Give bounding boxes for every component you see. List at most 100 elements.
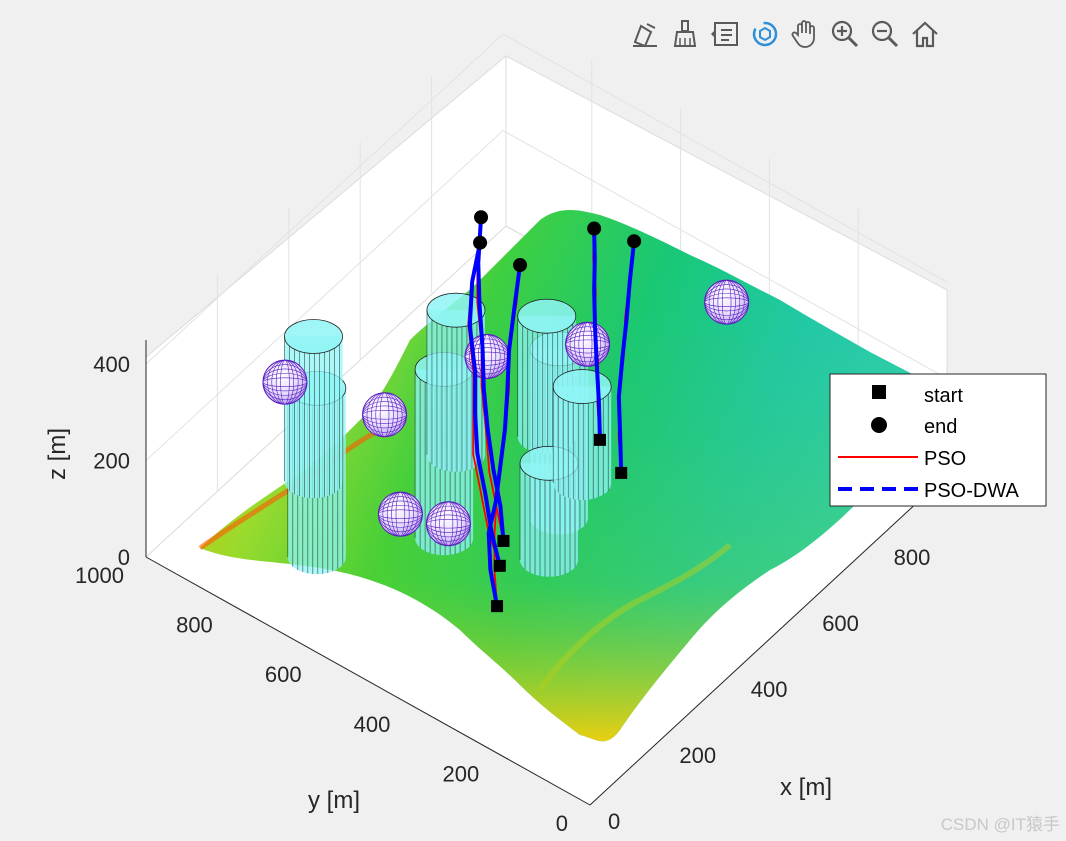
- sphere-body: [262, 359, 308, 405]
- sphere-meridian: [267, 359, 303, 405]
- y-axis-label: y [m]: [308, 787, 360, 814]
- data-tips-button[interactable]: [706, 15, 744, 53]
- start-marker: [615, 466, 628, 479]
- zoom-out-button[interactable]: [866, 15, 904, 53]
- start-marker: [593, 433, 606, 446]
- pan-button[interactable]: [786, 15, 824, 53]
- sphere-meridian: [569, 321, 606, 367]
- end-marker: [627, 234, 642, 249]
- cylinder: [552, 369, 612, 500]
- start-marker: [493, 559, 506, 572]
- sphere-parallel: [426, 505, 471, 542]
- legend-pso-dwa-label: PSO-DWA: [924, 480, 1019, 502]
- sphere-meridian: [469, 334, 505, 379]
- sphere-parallel: [362, 396, 407, 433]
- zoom-out-icon: [871, 20, 899, 48]
- end-marker: [474, 210, 489, 225]
- z-axis-label: z [m]: [44, 428, 71, 480]
- terrain-valley: [537, 542, 732, 692]
- sphere: [377, 491, 423, 537]
- sphere-body: [704, 279, 750, 325]
- cylinder-body: [284, 336, 343, 499]
- sphere-body: [565, 321, 611, 367]
- sphere-meridian: [366, 392, 403, 438]
- sphere-body: [362, 392, 408, 438]
- end-marker: [473, 235, 488, 250]
- legend-box: [829, 373, 1047, 507]
- restore-view-button[interactable]: [906, 15, 944, 53]
- cylinder-top: [426, 292, 486, 328]
- edit-plot-icon: [633, 23, 657, 48]
- x-tick-label: 800: [894, 545, 931, 570]
- sphere-meridian: [430, 501, 467, 547]
- home-icon: [912, 21, 938, 48]
- pso-dwa-path: [476, 217, 506, 542]
- z-tick-label: 400: [93, 352, 130, 377]
- y-tick-label: 1000: [75, 563, 124, 588]
- zoom-in-button[interactable]: [826, 15, 864, 53]
- x-axis-label: x [m]: [780, 774, 832, 801]
- y-axis-line: [145, 556, 591, 806]
- flight-paths: [467, 217, 637, 607]
- sphere-body: [425, 501, 471, 547]
- start-marker: [497, 534, 510, 547]
- y-tick-label: 800: [176, 613, 213, 638]
- sphere-parallel: [704, 284, 749, 321]
- sphere: [565, 321, 611, 367]
- sphere-meridian: [708, 279, 745, 325]
- legend-pso-label: PSO: [924, 448, 966, 470]
- cylinder-top: [284, 319, 343, 354]
- end-marker: [513, 258, 528, 273]
- legend-end-label: end: [924, 416, 957, 438]
- edit-plot-button[interactable]: [626, 15, 664, 53]
- sphere: [362, 392, 408, 438]
- cylinder-top: [517, 298, 577, 334]
- pso-dwa-path: [616, 240, 637, 473]
- tick-labels: 0200400600800100002004006008001000020040…: [75, 352, 1014, 836]
- grid-line: [145, 33, 948, 365]
- start-marker: [491, 600, 504, 613]
- legend-start-marker: [872, 385, 886, 399]
- sphere: [262, 359, 308, 405]
- sphere: [425, 501, 471, 547]
- rotate-3d-icon: [752, 21, 778, 47]
- pso-dwa-path: [486, 264, 523, 607]
- y-tick-label: 400: [354, 712, 391, 737]
- x-axis-line: [589, 474, 948, 806]
- pso-dwa-path: [592, 228, 602, 440]
- figure-toolbar: [626, 14, 944, 54]
- x-tick-label: 0: [608, 809, 620, 834]
- brush-data-button[interactable]: [666, 15, 704, 53]
- sphere-meridian: [382, 491, 419, 537]
- cylinder-obstacles: [284, 292, 612, 577]
- brush-icon: [673, 20, 697, 47]
- legend-end-marker: [871, 417, 887, 433]
- zoom-in-icon: [831, 20, 859, 48]
- sphere-parallel: [262, 364, 308, 401]
- y-tick-label: 0: [556, 811, 568, 836]
- rotate-3d-button[interactable]: [746, 15, 784, 53]
- y-tick-label: 600: [265, 662, 302, 687]
- y-tick-label: 200: [442, 761, 479, 786]
- x-tick-label: 400: [751, 677, 788, 702]
- cylinder: [284, 319, 343, 499]
- watermark: CSDN @IT猿手: [940, 815, 1060, 834]
- z-tick-label: 0: [118, 545, 130, 570]
- legend[interactable]: start end PSO PSO-DWA: [829, 373, 1047, 507]
- start-end-markers: [473, 210, 642, 613]
- cylinder-top: [552, 369, 612, 404]
- grid-line: [145, 129, 948, 461]
- sphere: [704, 279, 750, 325]
- sphere-parallel: [565, 326, 610, 363]
- sphere-parallel: [378, 496, 423, 533]
- z-tick-label: 200: [93, 449, 130, 474]
- cylinder-body: [553, 386, 612, 500]
- x-tick-label: 600: [822, 611, 859, 636]
- sphere-body: [377, 491, 423, 537]
- legend-start-label: start: [924, 385, 963, 407]
- pso-dwa-path: [467, 242, 502, 567]
- x-tick-label: 200: [679, 743, 716, 768]
- hand-pan-icon: [791, 20, 815, 48]
- data-tips-icon: [711, 22, 738, 46]
